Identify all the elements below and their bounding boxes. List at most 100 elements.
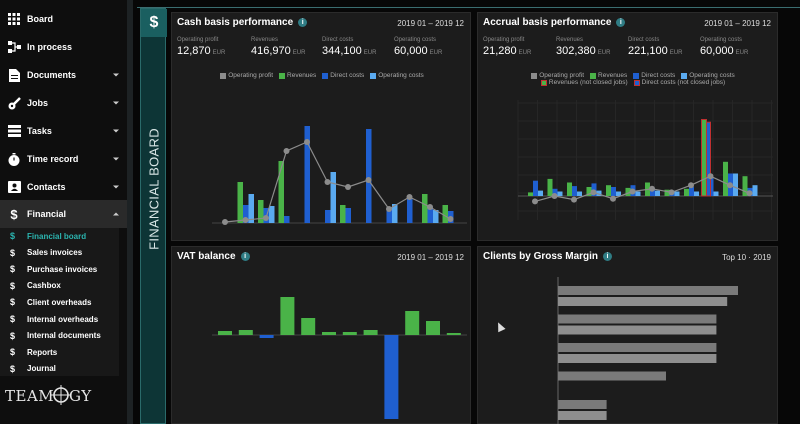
sidebar-item-label: Financial	[27, 209, 67, 219]
bar-vat-positive	[280, 297, 295, 335]
submenu-item-label: Sales invoices	[27, 248, 83, 258]
submenu-item-internal-documents[interactable]: $ Internal documents	[0, 328, 119, 344]
kpi-value: 60,000	[394, 45, 428, 57]
sidebar-item-label: Board	[27, 14, 54, 24]
kpi-unit: EUR	[518, 50, 532, 56]
operating-profit-point	[345, 184, 351, 190]
bar-direct-costs	[407, 199, 413, 223]
date-range[interactable]: 2019 01 – 2019 12	[397, 253, 464, 262]
bar-vat-positive	[426, 321, 440, 335]
dollar-icon: $	[10, 314, 16, 324]
legend-item[interactable]: Operating profit	[531, 72, 584, 79]
legend-label: Direct costs	[641, 72, 676, 79]
bar-revenues	[606, 185, 611, 196]
sidebar-item-tasks[interactable]: Tasks	[0, 117, 127, 145]
legend-item[interactable]: Direct costs (not closed jobs)	[633, 79, 725, 86]
info-icon[interactable]: i	[616, 18, 626, 27]
submenu-item-cashbox[interactable]: $ Cashbox	[0, 278, 119, 294]
sidebar-item-label: Time record	[27, 154, 79, 164]
bar-operating-costs	[713, 191, 719, 196]
bar-revenues	[547, 178, 553, 196]
bar-client-margin	[558, 400, 607, 409]
submenu-item-client-overheads[interactable]: $ Client overheads	[0, 294, 119, 310]
info-icon[interactable]: i	[240, 252, 250, 261]
bar-operating-costs	[596, 190, 602, 196]
kpi-label: Direct costs	[322, 37, 354, 43]
bar-direct-costs	[284, 216, 290, 223]
tasks-icon	[7, 124, 21, 138]
bar-client-margin	[558, 354, 717, 363]
kpi-operating-profit: Operating profit 21,280 EUR	[483, 37, 531, 57]
bar-vat-negative	[259, 335, 274, 338]
sidebar-item-label: In process	[27, 42, 73, 52]
submenu-item-internal-overheads[interactable]: $ Internal overheads	[0, 311, 119, 327]
legend-label: Operating costs	[378, 72, 424, 79]
legend-item[interactable]: Direct costs	[633, 72, 675, 79]
submenu-item-financial-board[interactable]: $ Financial board	[0, 228, 119, 244]
dollar-icon: $	[10, 264, 16, 275]
accrual-basis-chart	[517, 100, 773, 220]
bar-operating-costs	[733, 173, 738, 196]
svg-text:GY: GY	[69, 387, 92, 405]
sidebar-item-board[interactable]: Board	[0, 5, 127, 33]
sidebar-item-contacts[interactable]: Contacts	[0, 173, 127, 201]
submenu-item-reports[interactable]: $ Reports	[0, 344, 119, 360]
legend-item[interactable]: Revenues (not closed jobs)	[540, 79, 628, 86]
bar-operating-costs	[557, 191, 563, 196]
legend-item[interactable]: Revenues	[590, 72, 627, 79]
kpi-unit: EUR	[429, 50, 443, 56]
legend-item[interactable]: Operating profit	[220, 72, 273, 79]
bar-operating-costs	[577, 191, 582, 196]
legend-item[interactable]: Revenues	[279, 72, 316, 79]
submenu-item-label: Client overheads	[27, 297, 92, 307]
submenu-item-purchase-invoices[interactable]: $ Purchase invoices	[0, 261, 119, 277]
date-range[interactable]: 2019 01 – 2019 12	[397, 19, 464, 28]
operating-profit-point	[746, 190, 753, 197]
legend-item[interactable]: Direct costs	[322, 72, 364, 79]
kpi-label: Revenues	[556, 37, 584, 43]
top-divider	[137, 7, 800, 8]
bar-revenues	[278, 161, 284, 223]
wrench-icon	[7, 96, 21, 110]
info-icon[interactable]: i	[298, 18, 308, 27]
kpi-value: 21,280	[483, 45, 517, 57]
flow-icon	[7, 40, 21, 54]
operating-profit-point	[427, 204, 433, 210]
kpi-label: Operating costs	[700, 37, 743, 43]
sidebar-item-financial[interactable]: $ Financial	[0, 200, 127, 228]
bar-operating-costs	[694, 191, 699, 196]
chevron-down-icon	[113, 101, 119, 105]
bar-revenues	[258, 200, 264, 223]
submenu-item-sales-invoices[interactable]: $ Sales invoices	[0, 245, 119, 261]
legend-item[interactable]: Operating costs	[370, 72, 424, 79]
panel-title: Cash basis performance	[177, 17, 294, 28]
kpi-unit: EUR	[212, 50, 226, 56]
operating-profit-point	[707, 173, 714, 180]
info-icon[interactable]: i	[603, 252, 613, 261]
bar-revenues	[340, 205, 346, 223]
top-range[interactable]: Top 10 · 2019	[722, 253, 771, 262]
kpi-unit: EUR	[363, 50, 377, 56]
date-range[interactable]: 2019 01 – 2019 12	[704, 19, 771, 28]
sidebar-item-time-record[interactable]: Time record	[0, 145, 127, 173]
bar-client-margin	[558, 297, 728, 306]
kpi-label: Direct costs	[628, 37, 660, 43]
submenu-item-journal[interactable]: $ Journal	[0, 361, 119, 377]
legend-label: Operating profit	[228, 72, 274, 79]
bar-vat-positive	[363, 330, 378, 335]
bar-operating-costs	[752, 185, 758, 196]
dollar-icon: $	[10, 206, 18, 222]
page-title: FINANCIAL BOARD	[146, 128, 162, 250]
bar-client-margin	[558, 314, 717, 324]
dollar-icon: $	[10, 280, 16, 291]
bar-revenues	[625, 187, 631, 196]
bar-direct-costs	[427, 207, 433, 223]
sidebar-item-documents[interactable]: Documents	[0, 61, 127, 89]
bar-direct-costs	[650, 187, 655, 196]
legend-item[interactable]: Operating costs	[681, 72, 735, 79]
teamogy-logo[interactable]: TEAM GY	[5, 380, 97, 410]
sidebar-item-jobs[interactable]: Jobs	[0, 89, 127, 117]
chevron-down-icon	[113, 157, 119, 161]
bar-client-margin	[558, 325, 717, 335]
sidebar-item-in-process[interactable]: In process	[0, 33, 127, 61]
